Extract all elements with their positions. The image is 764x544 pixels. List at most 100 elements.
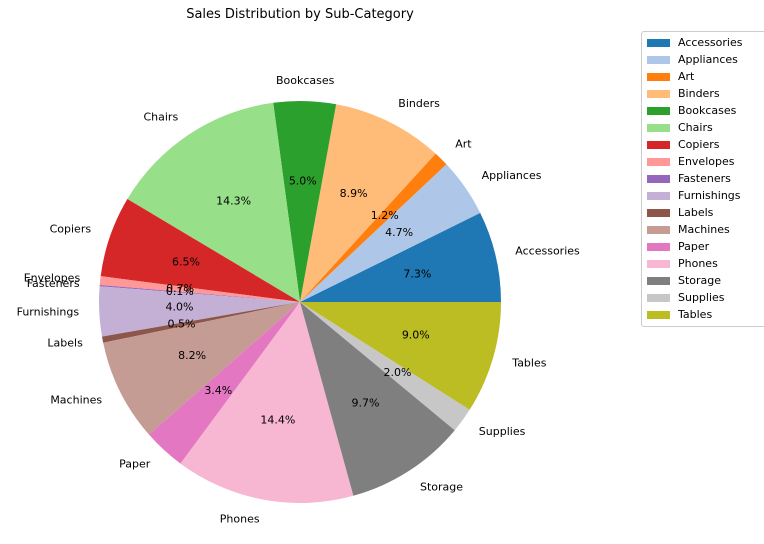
slice-label-supplies: Supplies xyxy=(479,425,526,438)
legend-label: Bookcases xyxy=(678,104,737,117)
slice-label-art: Art xyxy=(455,138,472,151)
legend-label: Accessories xyxy=(678,36,743,49)
pie-slice-phones xyxy=(180,302,354,504)
legend-item-machines: Machines xyxy=(642,221,764,238)
legend-item-copiers: Copiers xyxy=(642,136,764,153)
pie-slice-binders xyxy=(300,104,436,302)
legend-swatch xyxy=(647,225,670,234)
pie-slice-envelopes xyxy=(99,276,300,302)
legend-item-labels: Labels xyxy=(642,204,764,221)
slice-percent-furnishings: 4.0% xyxy=(166,301,194,314)
legend-label: Paper xyxy=(678,240,710,253)
legend-swatch xyxy=(647,310,670,319)
pie-slice-bookcases xyxy=(273,100,337,302)
slice-label-storage: Storage xyxy=(420,481,463,494)
slice-percent-labels: 0.5% xyxy=(168,318,196,331)
slice-label-labels: Labels xyxy=(47,337,83,350)
pie-slice-supplies xyxy=(300,302,470,431)
legend-item-paper: Paper xyxy=(642,238,764,255)
legend-swatch xyxy=(647,157,670,166)
slice-percent-envelopes: 0.7% xyxy=(166,282,194,295)
slice-label-bookcases: Bookcases xyxy=(276,74,335,87)
slice-percent-tables: 9.0% xyxy=(402,329,430,342)
pie-slice-storage xyxy=(300,302,455,496)
legend-label: Phones xyxy=(678,257,718,270)
legend-swatch xyxy=(647,259,670,268)
pie-slice-chairs xyxy=(127,102,301,302)
legend-item-fasteners: Fasteners xyxy=(642,170,764,187)
slice-percent-accessories: 7.3% xyxy=(403,268,431,281)
slice-percent-fasteners: 0.1% xyxy=(166,285,194,298)
pie-slice-machines xyxy=(103,302,301,435)
legend-swatch xyxy=(647,242,670,251)
legend-label: Binders xyxy=(678,87,720,100)
slice-percent-binders: 8.9% xyxy=(340,187,368,200)
slice-percent-machines: 8.2% xyxy=(178,349,206,362)
legend-label: Appliances xyxy=(678,53,738,66)
slice-label-binders: Binders xyxy=(398,97,440,110)
slice-label-tables: Tables xyxy=(511,357,546,370)
slice-percent-supplies: 2.0% xyxy=(384,366,412,379)
slice-percent-bookcases: 5.0% xyxy=(289,174,317,187)
legend-item-storage: Storage xyxy=(642,272,764,289)
legend-label: Furnishings xyxy=(678,189,741,202)
slice-percent-chairs: 14.3% xyxy=(216,194,251,207)
legend-label: Fasteners xyxy=(678,172,731,185)
slice-label-appliances: Appliances xyxy=(482,169,542,182)
legend-swatch xyxy=(647,191,670,200)
legend-label: Labels xyxy=(678,206,714,219)
slice-percent-storage: 9.7% xyxy=(352,396,380,409)
slice-label-fasteners: Fasteners xyxy=(27,277,80,290)
legend-label: Copiers xyxy=(678,138,720,151)
pie-slice-furnishings xyxy=(98,286,300,337)
legend-label: Storage xyxy=(678,274,722,287)
legend-swatch xyxy=(647,293,670,302)
chart-title: Sales Distribution by Sub-Category xyxy=(186,7,414,22)
legend-item-chairs: Chairs xyxy=(642,119,764,136)
legend-item-phones: Phones xyxy=(642,255,764,272)
legend-swatch xyxy=(647,106,670,115)
legend-item-supplies: Supplies xyxy=(642,289,764,306)
slice-percent-paper: 3.4% xyxy=(204,384,232,397)
legend-item-accessories: Accessories xyxy=(642,34,764,51)
slice-label-copiers: Copiers xyxy=(50,223,92,236)
slice-percent-phones: 14.4% xyxy=(260,414,295,427)
legend-label: Machines xyxy=(678,223,730,236)
slice-label-accessories: Accessories xyxy=(515,245,580,258)
legend-label: Chairs xyxy=(678,121,713,134)
legend-item-appliances: Appliances xyxy=(642,51,764,68)
slice-percent-art: 1.2% xyxy=(371,209,399,222)
slice-label-paper: Paper xyxy=(119,458,151,471)
legend-item-furnishings: Furnishings xyxy=(642,187,764,204)
legend-label: Envelopes xyxy=(678,155,735,168)
slice-label-phones: Phones xyxy=(220,512,260,525)
pie-slice-labels xyxy=(102,302,300,343)
legend-swatch xyxy=(647,55,670,64)
slice-percent-copiers: 6.5% xyxy=(172,256,200,269)
slice-label-envelopes: Envelopes xyxy=(24,271,81,284)
slice-label-machines: Machines xyxy=(50,394,102,407)
legend-swatch xyxy=(647,140,670,149)
pie-slice-fasteners xyxy=(99,284,301,302)
legend-item-binders: Binders xyxy=(642,85,764,102)
slice-percent-appliances: 4.7% xyxy=(385,226,413,239)
legend-item-envelopes: Envelopes xyxy=(642,153,764,170)
legend-item-bookcases: Bookcases xyxy=(642,102,764,119)
legend-label: Art xyxy=(678,70,695,83)
legend-swatch xyxy=(647,89,670,98)
legend-swatch xyxy=(647,38,670,47)
legend-label: Supplies xyxy=(678,291,725,304)
pie-slice-tables xyxy=(300,302,501,410)
pie-slice-appliances xyxy=(300,164,481,302)
legend-item-art: Art xyxy=(642,68,764,85)
slice-label-furnishings: Furnishings xyxy=(17,305,80,318)
legend-swatch xyxy=(647,123,670,132)
pie-slice-copiers xyxy=(100,199,300,302)
legend-swatch xyxy=(647,208,670,217)
legend-label: Tables xyxy=(678,308,713,321)
legend-item-tables: Tables xyxy=(642,306,764,323)
slice-label-chairs: Chairs xyxy=(143,111,178,124)
legend-swatch xyxy=(647,276,670,285)
legend-swatch xyxy=(647,72,670,81)
